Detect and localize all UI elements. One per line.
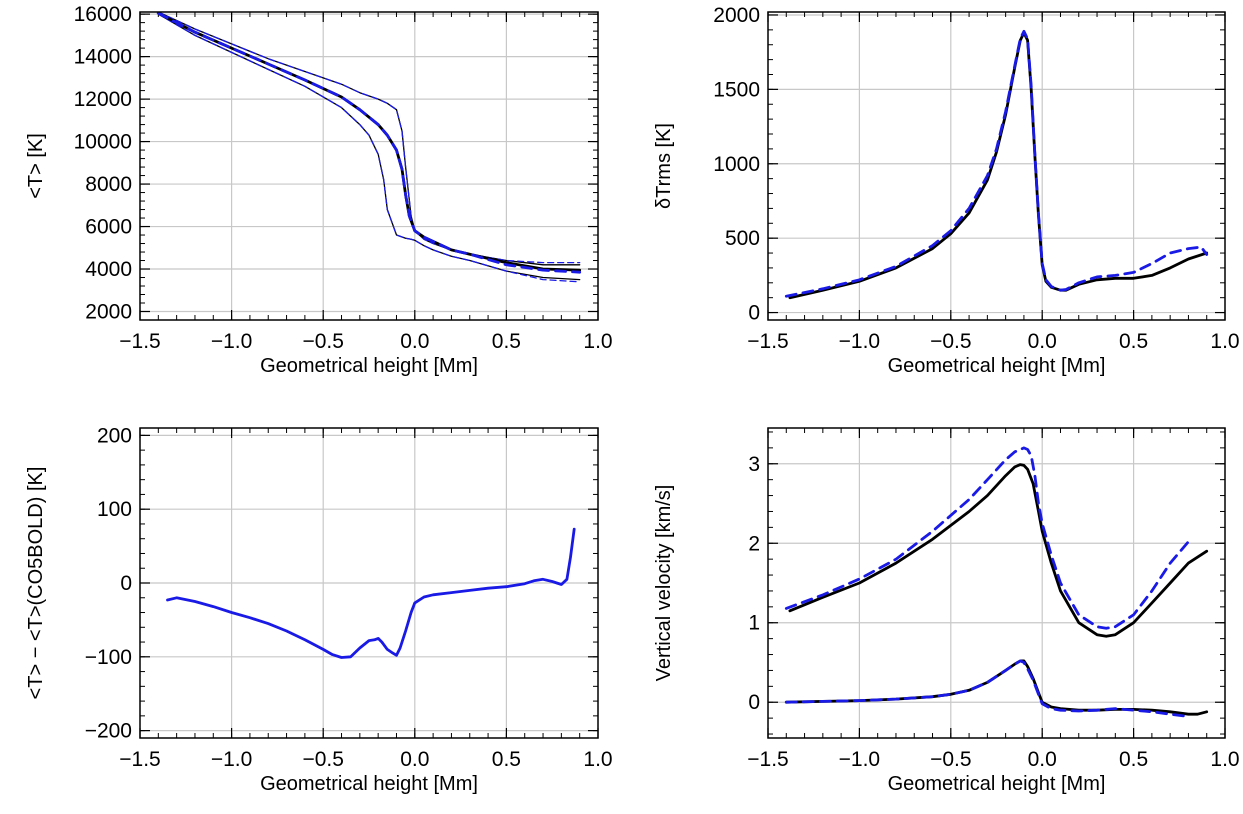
y-tick-label: 1 <box>748 612 760 635</box>
plot-frame <box>767 11 1226 321</box>
x-tick-label: −1.5 <box>747 748 788 771</box>
x-tick-label: −1.5 <box>747 330 788 353</box>
series-line-4 <box>784 659 1190 718</box>
y-tick-label: 200 <box>97 424 132 447</box>
y-tick-label: −100 <box>85 646 132 669</box>
plot-frame <box>139 11 599 321</box>
series-line-1 <box>788 31 1209 300</box>
y-tick-label: 8000 <box>85 173 132 196</box>
chart-panel-4: −1.5 −1.0 −0.5 0.0 0.5 1.0 0 1 2 3 Geometrical hei… <box>653 427 1240 795</box>
x-tick-label: −0.5 <box>930 748 971 771</box>
plot-frame <box>767 427 1226 739</box>
y-tick-label: 500 <box>725 227 760 250</box>
x-tick-label: 1.0 <box>583 748 612 771</box>
y-tick-label: 0 <box>748 691 760 714</box>
series-line-3 <box>157 13 581 281</box>
series-line-3 <box>784 659 1209 716</box>
y-tick-label: 10000 <box>74 131 132 154</box>
y-tick-label: 1500 <box>713 78 760 101</box>
y-tick-label: 0 <box>748 302 760 325</box>
series-line-1 <box>166 527 576 659</box>
x-tick-label: −0.5 <box>302 330 343 353</box>
x-tick-label: 0.0 <box>1028 330 1057 353</box>
y-tick-label: 1000 <box>713 153 760 176</box>
x-tick-label: −1.0 <box>839 748 880 771</box>
y-tick-label: −200 <box>85 720 132 743</box>
x-tick-label: −1.0 <box>211 330 252 353</box>
chart-panel-3: −1.5 −1.0 −0.5 0.0 0.5 1.0 −200 −100 0 100 200 Geom… <box>25 424 613 795</box>
y-tick-label: 0 <box>120 572 132 595</box>
y-tick-label: 2 <box>748 532 760 555</box>
x-tick-label: 0.0 <box>400 330 429 353</box>
y-tick-label: 6000 <box>85 216 132 239</box>
chart-panel-2: −1.5 −1.0 −0.5 0.0 0.5 1.0 0 500 1000 1500 2000 Geo… <box>653 4 1240 377</box>
series-line-2 <box>784 446 1190 630</box>
y-tick-label: 2000 <box>85 301 132 324</box>
x-tick-label: −1.5 <box>119 748 160 771</box>
y-axis-label: Vertical velocity [km/s] <box>653 485 675 682</box>
x-tick-label: −1.5 <box>119 330 160 353</box>
plot-frame <box>139 427 599 739</box>
x-axis-label: Geometrical height [Mm] <box>260 355 478 377</box>
x-tick-label: 1.0 <box>1210 748 1239 771</box>
x-tick-label: 0.5 <box>492 330 521 353</box>
series-line-4 <box>157 13 581 283</box>
x-tick-label: −1.0 <box>839 330 880 353</box>
y-tick-label: 14000 <box>74 46 132 69</box>
y-axis-label: <T> − <T>(CO5BOLD) [K] <box>25 467 47 700</box>
y-axis-label: δTrms [K] <box>653 123 675 209</box>
chart-panel-1: −1.5 −1.0 −0.5 0.0 0.5 1.0 2000 4000 6000 8000 100… <box>25 3 613 377</box>
y-tick-label: 100 <box>97 498 132 521</box>
x-tick-label: 0.5 <box>1119 330 1148 353</box>
x-tick-label: −1.0 <box>211 748 252 771</box>
x-axis-label: Geometrical height [Mm] <box>888 773 1106 795</box>
x-axis-label: Geometrical height [Mm] <box>888 355 1106 377</box>
series-line-6 <box>156 12 582 274</box>
y-tick-label: 4000 <box>85 258 132 281</box>
x-tick-label: −0.5 <box>930 330 971 353</box>
x-axis-label: Geometrical height [Mm] <box>260 773 478 795</box>
y-tick-label: 12000 <box>74 88 132 111</box>
x-tick-label: 1.0 <box>583 330 612 353</box>
x-tick-label: 0.5 <box>1119 748 1148 771</box>
y-tick-label: 16000 <box>74 3 132 26</box>
x-tick-label: 0.0 <box>1028 748 1057 771</box>
series-line-1 <box>788 463 1209 638</box>
x-tick-label: 0.0 <box>400 748 429 771</box>
x-tick-label: 1.0 <box>1210 330 1239 353</box>
y-tick-label: 3 <box>748 453 760 476</box>
y-tick-label: 2000 <box>713 4 760 27</box>
x-tick-label: 0.5 <box>492 748 521 771</box>
series-line-2 <box>157 12 581 264</box>
x-tick-label: −0.5 <box>302 748 343 771</box>
y-axis-label: <T> [K] <box>25 133 47 199</box>
series-line-2 <box>784 29 1209 298</box>
